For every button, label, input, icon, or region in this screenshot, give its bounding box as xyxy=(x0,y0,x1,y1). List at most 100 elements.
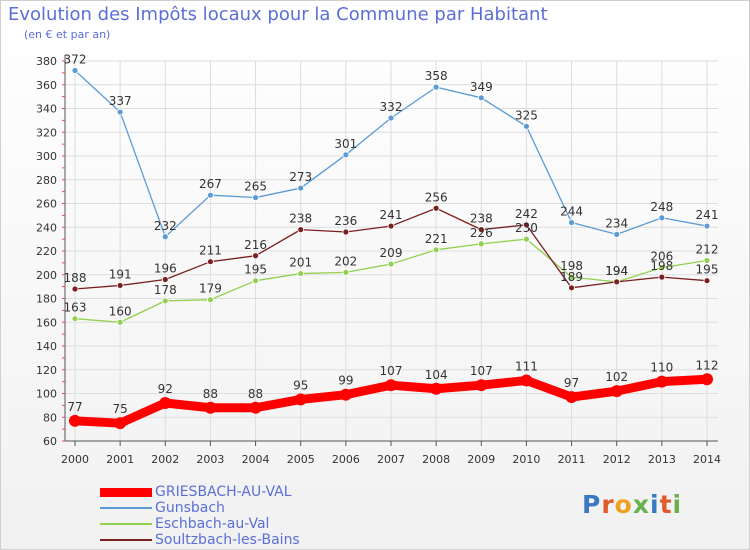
legend-swatch xyxy=(100,487,152,497)
series-soultzbach-les-bains xyxy=(71,204,711,293)
data-point xyxy=(477,240,485,248)
y-tick-label: 300 xyxy=(36,150,57,163)
data-point xyxy=(159,397,172,409)
chart-data-labels: 372 337 232 267 265 273 301 332 358 349 325 244 234 2… xyxy=(64,53,719,417)
data-label: 349 xyxy=(470,80,493,94)
data-label: 189 xyxy=(560,270,583,284)
proxiti-logo: Proxiti xyxy=(582,490,683,519)
data-label: 267 xyxy=(199,177,222,191)
data-point xyxy=(161,233,169,241)
data-point xyxy=(252,252,259,260)
data-label: 212 xyxy=(696,243,719,257)
data-point xyxy=(475,379,488,392)
y-tick-label: 360 xyxy=(36,79,57,92)
data-label: 256 xyxy=(425,190,448,204)
data-label: 241 xyxy=(380,208,403,222)
data-label: 301 xyxy=(334,137,357,151)
x-tick-label: 2011 xyxy=(558,453,586,466)
data-label: 188 xyxy=(64,271,87,285)
x-tick-label: 2002 xyxy=(151,453,179,466)
data-point xyxy=(297,226,305,234)
y-tick-label: 340 xyxy=(36,103,57,116)
data-label: 110 xyxy=(650,361,673,375)
x-tick-label: 2010 xyxy=(512,453,540,466)
data-point xyxy=(568,219,575,226)
legend-entry: Eschbach-au-Val xyxy=(155,516,270,532)
legend-entry: Soultzbach-les-Bains xyxy=(155,532,300,548)
x-tick-label: 2001 xyxy=(106,453,134,466)
data-point xyxy=(703,257,711,264)
x-tick-label: 2008 xyxy=(422,453,450,466)
data-label: 209 xyxy=(380,246,403,260)
data-point xyxy=(387,260,395,268)
x-tick-label: 2004 xyxy=(242,453,270,466)
data-point xyxy=(342,228,350,236)
data-label: 273 xyxy=(289,170,312,184)
data-point xyxy=(252,277,259,285)
data-label: 75 xyxy=(113,402,128,416)
chart-grid xyxy=(65,60,718,442)
x-tick-label: 2012 xyxy=(603,453,631,466)
data-point xyxy=(610,385,623,398)
data-point xyxy=(658,214,666,222)
data-label: 238 xyxy=(289,212,312,226)
data-label: 88 xyxy=(203,387,218,401)
data-point xyxy=(161,276,169,283)
data-point xyxy=(568,273,575,281)
data-label: 77 xyxy=(67,400,82,414)
data-label: 97 xyxy=(564,376,579,390)
legend-swatch xyxy=(100,523,152,525)
x-tick-label: 2005 xyxy=(287,453,315,466)
legend-entry: Gunsbach xyxy=(155,500,225,516)
data-label: 358 xyxy=(425,69,448,83)
data-label: 195 xyxy=(696,263,719,277)
data-point xyxy=(297,270,305,277)
data-label: 99 xyxy=(338,374,353,388)
data-point xyxy=(116,282,124,289)
x-tick-label: 2006 xyxy=(332,453,360,466)
data-point xyxy=(523,235,530,243)
data-label: 88 xyxy=(248,387,263,401)
data-point xyxy=(658,264,666,272)
data-point xyxy=(477,94,485,102)
series-eschbach-au-val xyxy=(71,235,711,326)
data-label: 179 xyxy=(199,282,222,296)
data-point xyxy=(432,204,440,212)
data-label: 372 xyxy=(64,53,87,67)
data-point xyxy=(116,108,124,116)
data-point xyxy=(204,401,217,414)
data-point xyxy=(432,83,440,91)
data-label: 195 xyxy=(244,263,267,277)
y-tick-label: 260 xyxy=(36,198,57,211)
data-point xyxy=(658,273,666,281)
data-point xyxy=(387,114,395,122)
data-label: 202 xyxy=(334,254,357,268)
data-point xyxy=(69,414,81,427)
data-point xyxy=(703,277,711,285)
data-point xyxy=(252,194,259,201)
data-point xyxy=(342,268,350,276)
data-point xyxy=(430,382,443,395)
data-point xyxy=(114,417,127,430)
data-label: 248 xyxy=(650,200,673,214)
y-tick-label: 200 xyxy=(36,269,57,282)
data-label: 163 xyxy=(64,301,87,315)
data-label: 238 xyxy=(470,212,493,226)
data-label: 92 xyxy=(158,382,173,396)
chart-subtitle: (en € et par an) xyxy=(24,28,111,41)
data-label: 206 xyxy=(650,250,673,264)
y-tick-label: 380 xyxy=(36,55,57,68)
data-label: 160 xyxy=(109,304,132,318)
data-point xyxy=(655,375,668,388)
data-label: 111 xyxy=(515,359,538,373)
data-point xyxy=(71,285,79,293)
data-label: 325 xyxy=(515,108,538,122)
x-tick-label: 2014 xyxy=(693,453,721,466)
y-tick-label: 180 xyxy=(36,293,57,306)
x-tick-label: 2000 xyxy=(61,453,89,466)
chart-title: Evolution des Impôts locaux pour la Comm… xyxy=(8,4,548,25)
legend-entry: GRIESBACH-AU-VAL xyxy=(155,484,292,500)
data-label: 107 xyxy=(470,364,493,378)
data-point xyxy=(207,258,214,266)
data-point xyxy=(385,379,397,392)
